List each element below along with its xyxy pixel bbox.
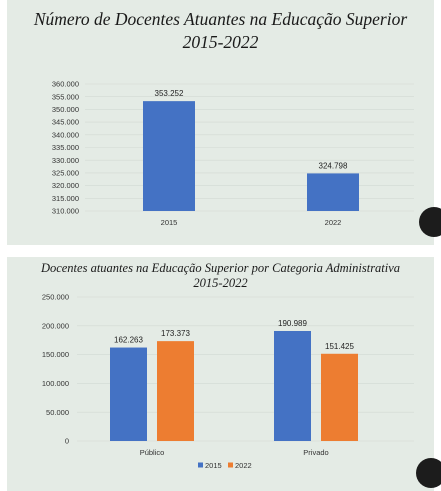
y-tick-label: 50.000: [46, 408, 69, 417]
data-label: 162.263: [114, 336, 143, 345]
data-label: 151.425: [325, 342, 354, 351]
y-tick-label: 150.000: [42, 350, 69, 359]
legend-swatch-2015: [198, 462, 203, 468]
chart-title-line2: 2015-2022: [193, 276, 248, 290]
y-tick-label: 250.000: [42, 293, 69, 302]
bar-chart-categoria: 0 50.000 100.000 150.000 200.000 250.000 162.2…: [42, 293, 414, 470]
chart-panel-docentes-categoria: Docentes atuantes na Educação Superior p…: [7, 257, 434, 491]
bar-Privado-2022: [321, 353, 358, 441]
bar-2022: [307, 173, 359, 211]
y-tick-label: 325.000: [52, 169, 79, 178]
x-tick-label: 2022: [325, 218, 342, 227]
y-tick-label: 100.000: [42, 379, 69, 388]
y-tick-label: 330.000: [52, 156, 79, 165]
y-tick-label: 315.000: [52, 194, 79, 203]
y-tick-label: 335.000: [52, 143, 79, 152]
y-tick-label: 310.000: [52, 207, 79, 216]
bar-2015: [143, 101, 195, 211]
data-label: 173.373: [161, 329, 190, 338]
legend-label: 2015: [205, 461, 222, 470]
legend-label: 2022: [235, 461, 252, 470]
chart-title-line2: 2015-2022: [182, 32, 259, 52]
y-tick-label: 340.000: [52, 130, 79, 139]
bar-chart-total: 310.000 315.000 320.000 325.000 330.000 335.0…: [52, 80, 414, 227]
y-tick-label: 0: [65, 437, 69, 446]
legend-swatch-2022: [228, 462, 233, 468]
y-tick-label: 355.000: [52, 92, 79, 101]
x-tick-label: 2015: [161, 218, 178, 227]
bar-Público-2022: [157, 341, 194, 441]
y-tick-label: 345.000: [52, 118, 79, 127]
y-tick-label: 350.000: [52, 105, 79, 114]
data-label: 353.252: [155, 89, 184, 98]
y-tick-label: 200.000: [42, 321, 69, 330]
y-tick-label: 320.000: [52, 181, 79, 190]
chart-title-line1: Número de Docentes Atuantes na Educação …: [33, 9, 408, 29]
chart-title: Número de Docentes Atuantes na Educação …: [7, 8, 434, 54]
floating-action-button-2[interactable]: [416, 458, 441, 488]
y-tick-label: 360.000: [52, 80, 79, 89]
chart-title: Docentes atuantes na Educação Superior p…: [7, 261, 434, 291]
data-label: 324.798: [319, 161, 348, 170]
x-tick-label: Privado: [303, 448, 328, 457]
bar-Público-2015: [110, 347, 147, 441]
floating-action-button[interactable]: [419, 207, 441, 237]
chart-title-line1: Docentes atuantes na Educação Superior p…: [40, 261, 401, 275]
x-tick-label: Público: [140, 448, 165, 457]
bar-Privado-2015: [274, 330, 311, 441]
chart-panel-docentes-total: Número de Docentes Atuantes na Educação …: [7, 0, 434, 245]
data-label: 190.989: [278, 319, 307, 328]
